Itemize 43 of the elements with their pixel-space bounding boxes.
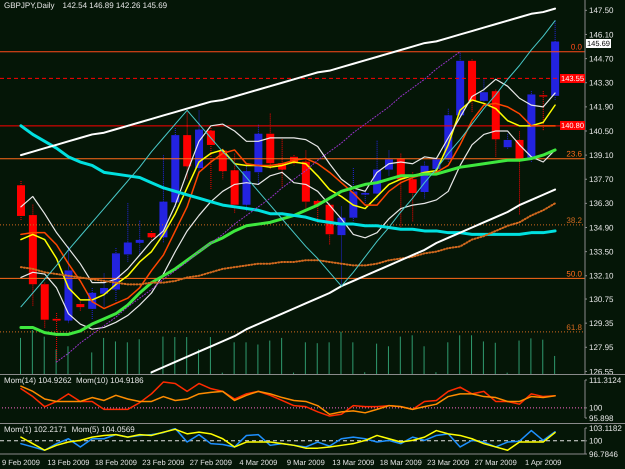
- y-tick-label: 134.90: [589, 223, 614, 232]
- line-series: [19, 124, 557, 236]
- y-tick-label: 129.35: [589, 318, 614, 328]
- candlestick: [480, 78, 488, 104]
- y-tick-label: 100: [589, 404, 603, 413]
- y-tick-label: 140.50: [589, 126, 614, 136]
- y-tick-label: 95.898: [589, 414, 614, 423]
- chart-subtitle: 142.54 146.89 142.26 145.69: [62, 1, 168, 10]
- y-tick-label: 139.10: [589, 150, 614, 160]
- y-tick-label: 141.90: [589, 102, 614, 112]
- y-tick-label: 96.7846: [589, 450, 618, 459]
- y-tick-label: 143.30: [589, 78, 614, 88]
- y-tick-label: 130.75: [589, 294, 614, 304]
- candlestick: [361, 190, 370, 205]
- chart-title: Mom(14) 104.9262 Mom(10) 104.9186: [4, 376, 144, 385]
- candlestick: [148, 230, 156, 240]
- line-series: [150, 188, 556, 374]
- ref-line-label: 0.0: [570, 42, 583, 52]
- candlestick: [504, 133, 512, 150]
- y-tick-label: 127.95: [589, 343, 614, 352]
- ref-line-label: 50.0: [566, 269, 583, 278]
- candlestick: [76, 301, 84, 312]
- ref-line-label: 23.6: [566, 150, 583, 159]
- candlestick: [408, 172, 417, 223]
- candlestick: [124, 202, 132, 262]
- y-tick-label: 103.1182: [589, 424, 622, 433]
- y-tick-label: 132.10: [589, 272, 614, 281]
- y-tick-label: 137.70: [589, 175, 614, 184]
- y-tick-label: 144.70: [589, 54, 614, 64]
- line-series: [20, 20, 556, 308]
- y-tick-label: 111.3124: [589, 376, 622, 385]
- ref-line-label: 61.8: [566, 322, 583, 332]
- y-tick-label: 146.10: [589, 30, 614, 40]
- candlestick: [206, 128, 215, 190]
- y-tick-label: 147.50: [589, 6, 614, 16]
- y-tick-label: 136.30: [589, 199, 614, 208]
- y-tick-label: 100: [589, 436, 603, 446]
- chart-title: Mom(1) 102.2171 Mom(5) 104.0569: [4, 425, 135, 434]
- chart-title: GBPJPY,Daily: [4, 1, 55, 10]
- candlestick: [136, 220, 144, 256]
- ref-line-label: 38.2: [566, 216, 583, 225]
- y-tick-label: 126.55: [589, 367, 614, 376]
- y-tick-label: 133.50: [589, 247, 614, 256]
